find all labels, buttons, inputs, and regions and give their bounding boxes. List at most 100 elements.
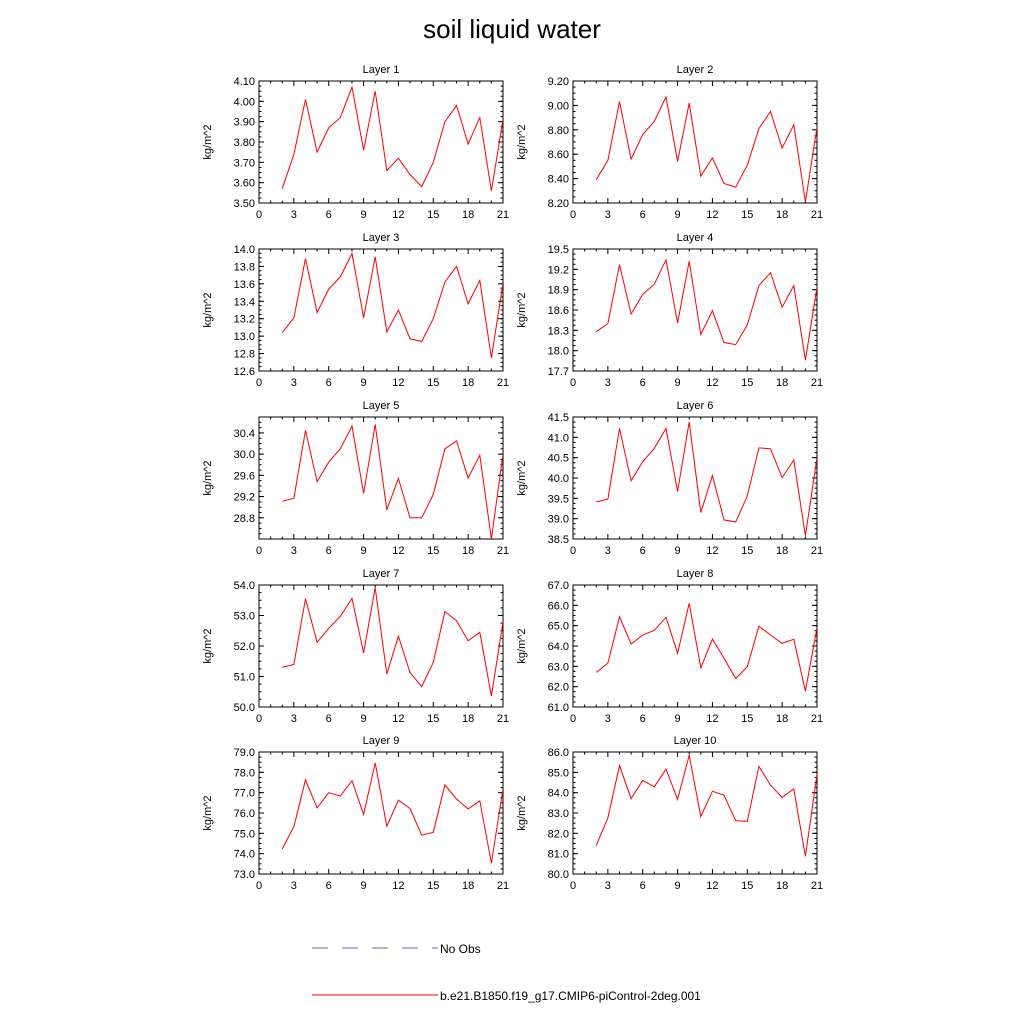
y-tick-label: 3.70 (234, 157, 255, 169)
y-tick-label: 8.60 (548, 149, 569, 161)
y-tick-label: 64.0 (548, 641, 569, 653)
y-tick-label: 13.4 (234, 296, 255, 308)
y-tick-label: 14.0 (234, 244, 255, 256)
y-axis-label: kg/m^2 (516, 795, 528, 830)
y-tick-label: 54.0 (234, 580, 255, 592)
y-axis-label: kg/m^2 (202, 795, 214, 830)
y-tick-label: 18.0 (548, 346, 569, 358)
panel-title: Layer 4 (677, 232, 714, 244)
panel-title: Layer 6 (677, 400, 714, 412)
panel-title: Layer 9 (363, 735, 400, 747)
x-tick-label: 0 (256, 377, 262, 389)
x-tick-label: 21 (811, 880, 823, 892)
x-tick-label: 9 (675, 713, 681, 725)
y-tick-label: 61.0 (548, 702, 569, 714)
y-tick-label: 19.5 (548, 244, 569, 256)
x-tick-label: 6 (640, 377, 646, 389)
y-tick-label: 12.8 (234, 349, 255, 361)
plot-frame (258, 80, 504, 204)
y-tick-label: 51.0 (234, 672, 255, 684)
y-tick-label: 30.4 (234, 428, 255, 440)
x-tick-label: 18 (462, 377, 474, 389)
x-tick-label: 9 (361, 209, 367, 221)
panel-layer-4: Layer 4 kg/m^2 0 3 6 9 12 15 18 21 17.7 18.0 18.3 18.… (516, 232, 823, 389)
x-tick-label: 21 (497, 713, 509, 725)
plot-frame (572, 416, 818, 540)
x-tick-label: 15 (741, 880, 753, 892)
x-tick-label: 15 (427, 377, 439, 389)
y-tick-label: 82.0 (548, 828, 569, 840)
y-tick-label: 84.0 (548, 788, 569, 800)
panel-title: Layer 1 (363, 64, 400, 76)
page-title: soil liquid water (423, 14, 601, 44)
x-tick-label: 15 (427, 209, 439, 221)
x-tick-label: 18 (776, 209, 788, 221)
x-tick-label: 15 (741, 545, 753, 557)
panel-layer-5: Layer 5 kg/m^2 0 3 6 9 12 15 18 21 28.8 29.2 29.6 30.… (202, 400, 509, 557)
y-tick-label: 13.8 (234, 261, 255, 273)
x-tick-label: 12 (706, 880, 718, 892)
x-tick-label: 0 (256, 545, 262, 557)
panel-layer-8: Layer 8 kg/m^2 0 3 6 9 12 15 18 21 61.0 62.0 63.0 64.… (516, 568, 823, 725)
panel-layer-7: Layer 7 kg/m^2 0 3 6 9 12 15 18 21 50.0 51.0 52.0 53.… (202, 568, 509, 725)
x-tick-label: 15 (741, 377, 753, 389)
panel-layer-2: Layer 2 kg/m^2 0 3 6 9 12 15 18 21 8.20 8.40 8.60 8.8… (516, 64, 823, 221)
panel-layer-6: Layer 6 kg/m^2 0 3 6 9 12 15 18 21 38.5 39.0 39.5 40.… (516, 400, 823, 557)
y-axis-label: kg/m^2 (516, 124, 528, 159)
series-line (281, 762, 503, 864)
series-line (282, 424, 503, 539)
y-tick-label: 8.80 (548, 125, 569, 137)
y-tick-label: 50.0 (234, 702, 255, 714)
y-tick-label: 8.20 (548, 198, 569, 210)
legend-label-model: b.e21.B1850.f19_g17.CMIP6-piControl-2deg… (440, 989, 701, 1003)
series-line (595, 603, 817, 692)
x-tick-label: 0 (570, 713, 576, 725)
x-tick-label: 18 (776, 545, 788, 557)
y-tick-label: 81.0 (548, 849, 569, 861)
y-tick-label: 86.0 (548, 747, 569, 759)
y-tick-label: 76.0 (234, 808, 255, 820)
legend-swatch-obs (312, 947, 438, 949)
y-tick-label: 73.0 (234, 869, 255, 881)
x-tick-label: 21 (811, 713, 823, 725)
y-tick-label: 18.3 (548, 325, 569, 337)
y-tick-label: 4.10 (234, 76, 255, 88)
x-tick-label: 21 (497, 545, 509, 557)
panel-title: Layer 10 (674, 735, 717, 747)
plot-frame (572, 248, 818, 372)
plot-frame (572, 751, 818, 875)
x-tick-label: 18 (462, 880, 474, 892)
x-tick-label: 15 (427, 545, 439, 557)
x-tick-label: 15 (741, 209, 753, 221)
x-tick-label: 6 (326, 545, 332, 557)
y-tick-label: 79.0 (234, 747, 255, 759)
x-tick-label: 12 (392, 377, 404, 389)
x-tick-label: 3 (605, 880, 611, 892)
y-tick-label: 40.5 (548, 453, 569, 465)
y-axis-label: kg/m^2 (516, 628, 528, 663)
x-tick-label: 18 (462, 713, 474, 725)
y-tick-label: 12.6 (234, 366, 255, 378)
x-tick-label: 21 (811, 377, 823, 389)
x-tick-label: 0 (256, 713, 262, 725)
plot-frame (572, 584, 818, 708)
y-tick-label: 52.0 (234, 641, 255, 653)
x-tick-label: 18 (462, 209, 474, 221)
y-tick-label: 29.6 (234, 470, 255, 482)
x-tick-label: 18 (462, 545, 474, 557)
y-tick-label: 53.0 (234, 611, 255, 623)
x-tick-label: 3 (291, 713, 297, 725)
x-tick-label: 12 (392, 880, 404, 892)
y-tick-label: 9.00 (548, 100, 569, 112)
x-tick-label: 12 (706, 209, 718, 221)
x-tick-label: 21 (811, 209, 823, 221)
x-tick-label: 3 (605, 209, 611, 221)
series-line (595, 258, 817, 361)
x-tick-label: 21 (811, 545, 823, 557)
y-tick-label: 77.0 (234, 788, 255, 800)
x-tick-label: 6 (326, 209, 332, 221)
x-tick-label: 12 (706, 545, 718, 557)
legend-swatch-model (312, 994, 438, 996)
x-tick-label: 0 (256, 880, 262, 892)
